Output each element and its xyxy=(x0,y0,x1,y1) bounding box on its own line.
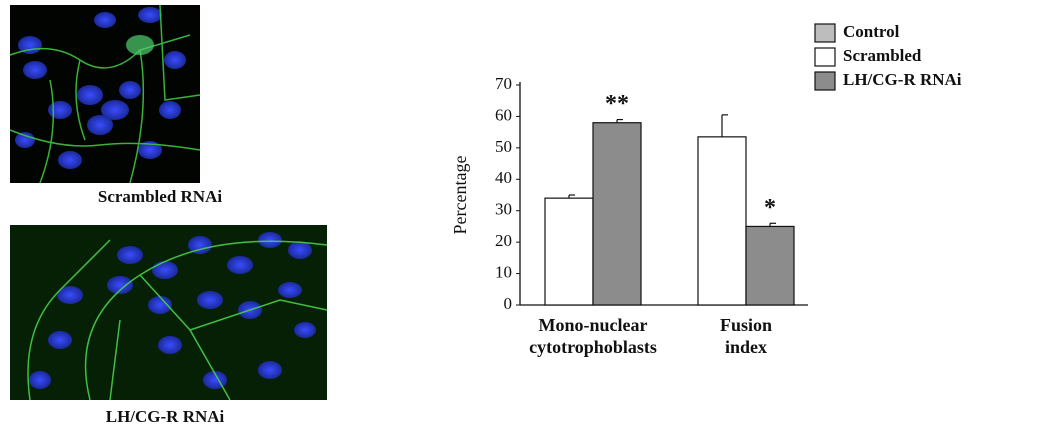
y-tick-label: 60 xyxy=(495,105,512,124)
legend-label: LH/CG-R RNAi xyxy=(843,70,962,89)
bar xyxy=(697,136,747,306)
legend-swatch xyxy=(814,71,836,91)
legend-swatch xyxy=(814,23,836,43)
y-tick-label: 20 xyxy=(495,231,512,250)
significance-mark: ** xyxy=(605,91,629,117)
micrograph-lhcgr xyxy=(10,225,328,401)
x-tick-label: Fusion xyxy=(720,315,772,335)
x-tick-label: Mono-nuclear xyxy=(539,315,648,335)
x-tick-label: index xyxy=(725,337,767,357)
legend-label: Scrambled xyxy=(843,46,922,65)
y-tick-label: 50 xyxy=(495,137,512,156)
y-tick-label: 10 xyxy=(495,262,512,281)
bar xyxy=(592,122,642,306)
y-tick-label: 0 xyxy=(504,294,513,313)
legend-swatch xyxy=(814,47,836,67)
y-tick-label: 30 xyxy=(495,200,512,219)
panel-caption: Scrambled RNAi xyxy=(98,187,222,206)
y-axis-label: Percentage xyxy=(450,156,470,235)
significance-mark: * xyxy=(764,195,776,221)
bar xyxy=(544,197,594,306)
x-tick-label: cytotrophoblasts xyxy=(529,337,657,357)
micrograph-scrambled xyxy=(9,4,201,184)
y-tick-label: 40 xyxy=(495,168,512,187)
legend-label: Control xyxy=(843,22,900,41)
bar xyxy=(745,225,795,306)
panel-caption: LH/CG-R RNAi xyxy=(106,407,225,426)
y-tick-label: 70 xyxy=(495,74,512,93)
